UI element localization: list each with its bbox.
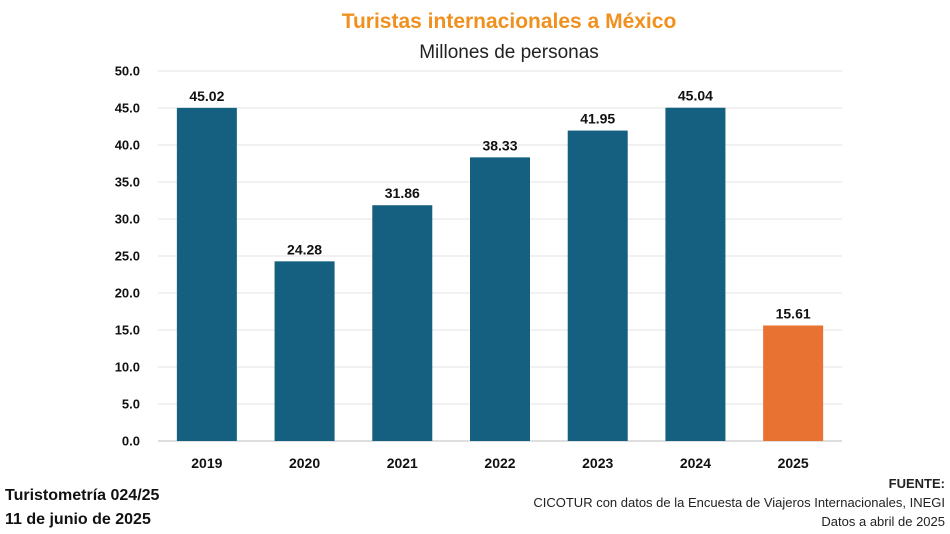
bar-2024 bbox=[665, 107, 726, 441]
y-tick-label: 35.0 bbox=[115, 175, 140, 190]
y-axis-ticks: 0.0 5.0 10.0 15.0 20.0 25.0 30.0 35.0 40.0 45.0 50… bbox=[115, 64, 140, 449]
bar-2022 bbox=[470, 157, 530, 441]
y-tick-label: 10.0 bbox=[115, 360, 140, 375]
data-label-2025: 15.61 bbox=[776, 305, 811, 321]
source-heading: FUENTE: bbox=[888, 476, 945, 491]
bar-2020 bbox=[274, 261, 335, 441]
x-tick-label-2025: 2025 bbox=[778, 455, 809, 471]
bar-2025 bbox=[763, 325, 824, 441]
y-tick-label: 40.0 bbox=[115, 138, 140, 153]
gridlines bbox=[158, 70, 842, 442]
y-tick-label: 5.0 bbox=[122, 397, 140, 412]
x-axis-ticks: 2019 2020 2021 2022 2023 2024 2025 bbox=[191, 455, 809, 471]
y-tick-label: 30.0 bbox=[115, 212, 140, 227]
data-labels: 45.02 24.28 31.86 38.33 41.95 45.04 15.61 bbox=[189, 88, 811, 322]
report-id: Turistometría 024/25 bbox=[5, 487, 160, 504]
x-tick-label-2022: 2022 bbox=[484, 455, 515, 471]
source-line-2: Datos a abril de 2025 bbox=[821, 514, 945, 529]
x-tick-label-2024: 2024 bbox=[680, 455, 711, 471]
data-label-2024: 45.04 bbox=[678, 88, 713, 104]
data-label-2021: 31.86 bbox=[385, 185, 420, 201]
source-line-1: CICOTUR con datos de la Encuesta de Viaj… bbox=[533, 495, 945, 510]
y-tick-label: 15.0 bbox=[115, 323, 140, 338]
x-tick-label-2020: 2020 bbox=[289, 455, 320, 471]
y-tick-label: 50.0 bbox=[115, 64, 140, 79]
data-label-2020: 24.28 bbox=[287, 241, 322, 257]
data-label-2019: 45.02 bbox=[189, 88, 224, 104]
bar-2023 bbox=[567, 130, 628, 441]
source-note: FUENTE: CICOTUR con datos de la Encuesta… bbox=[533, 474, 945, 531]
y-tick-label: 20.0 bbox=[115, 286, 140, 301]
y-tick-label: 0.0 bbox=[122, 434, 140, 449]
footer-left: Turistometría 024/25 11 de junio de 2025 bbox=[5, 484, 159, 532]
bar-2021 bbox=[372, 205, 433, 441]
chart-subtitle: Millones de personas bbox=[419, 42, 599, 63]
data-label-2022: 38.33 bbox=[482, 137, 517, 153]
x-tick-label-2021: 2021 bbox=[387, 455, 418, 471]
x-tick-label-2019: 2019 bbox=[191, 455, 222, 471]
data-label-2023: 41.95 bbox=[580, 111, 615, 127]
bar-2019 bbox=[176, 107, 237, 442]
report-date: 11 de junio de 2025 bbox=[5, 511, 151, 528]
chart-title: Turistas internacionales a México bbox=[341, 10, 677, 33]
x-tick-label-2023: 2023 bbox=[582, 455, 613, 471]
bars bbox=[176, 107, 824, 442]
y-tick-label: 25.0 bbox=[115, 249, 140, 264]
y-tick-label: 45.0 bbox=[115, 101, 140, 116]
